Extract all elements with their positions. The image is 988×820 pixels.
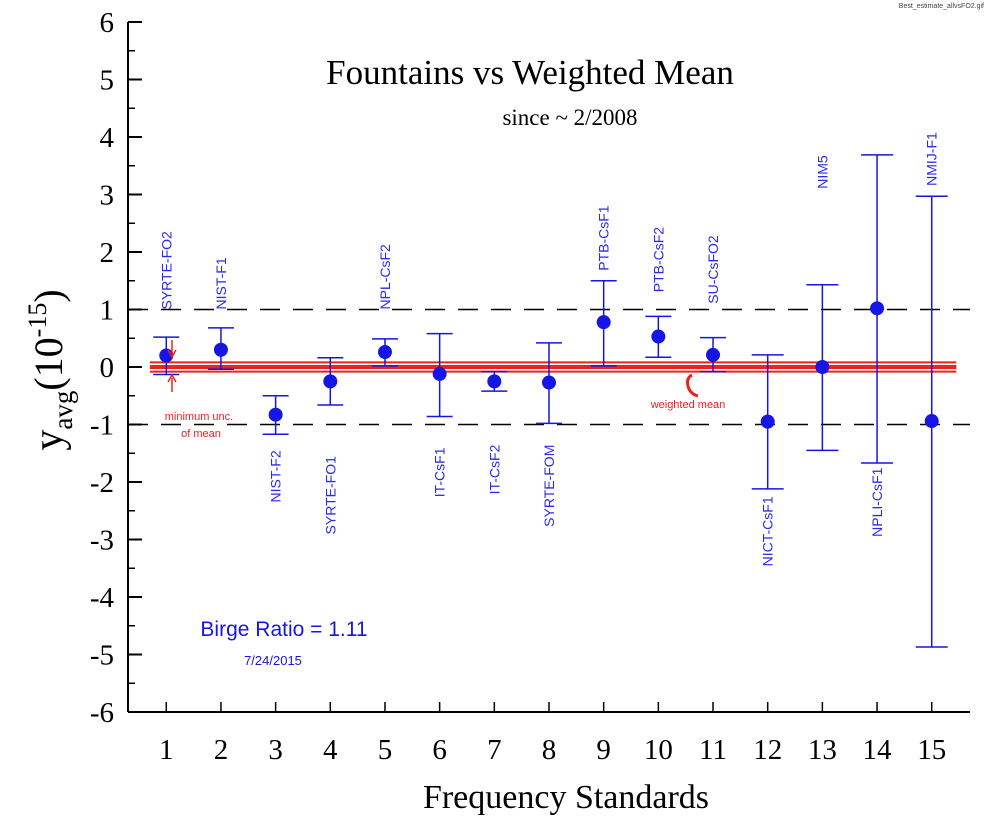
point-label: IT-CsF2 — [486, 444, 502, 494]
point-label: NIST-F1 — [213, 257, 229, 309]
y-ticks: 6 5 4 3 2 1 0 -1 -2 -3 -4 -5 -6 — [90, 7, 142, 729]
x-tick-label: 11 — [699, 734, 727, 766]
birge-ratio: Birge Ratio = 1.11 — [200, 618, 367, 641]
min-unc-arrowhead-up — [167, 373, 177, 383]
point-label: NIM5 — [814, 155, 830, 189]
data-point — [651, 329, 666, 344]
x-tick-label: 7 — [487, 734, 502, 766]
x-tick-label: 4 — [323, 734, 338, 766]
chart-title: Fountains vs Weighted Mean — [326, 53, 734, 92]
min-unc-annotation: minimum unc. of mean — [165, 340, 233, 440]
data-point — [760, 414, 775, 429]
y-axis-label-exp: -15 — [23, 303, 52, 338]
point-label: SYRTE-FO1 — [322, 456, 338, 535]
y-axis-label-sub: avg — [48, 391, 78, 430]
weighted-mean-annotation: weighted mean — [650, 373, 726, 411]
point-label: PTB-CsF1 — [596, 205, 612, 271]
y-tick-label: -3 — [90, 525, 114, 557]
x-tick-label: 2 — [214, 734, 229, 766]
y-tick-label: 3 — [100, 180, 115, 212]
data-point — [377, 345, 392, 360]
weighted-mean-band — [149, 361, 957, 373]
point-label: PTB-CsF2 — [650, 227, 666, 293]
x-tick-label: 9 — [596, 734, 611, 766]
y-tick-label: 0 — [100, 352, 115, 384]
y-tick-label: -2 — [90, 467, 114, 499]
point-label: NPL-CsF2 — [377, 244, 393, 310]
point-label: SYRTE-FOM — [541, 445, 557, 527]
data-point — [815, 360, 830, 374]
chart-subtitle: since ~ 2/2008 — [502, 105, 637, 130]
data-point — [706, 347, 721, 362]
reference-lines — [128, 308, 970, 426]
date-label: 7/24/2015 — [244, 653, 302, 668]
y-tick-label: -1 — [90, 410, 114, 442]
data-point — [870, 301, 885, 316]
data-point — [596, 315, 611, 330]
y-tick-label: 1 — [100, 295, 115, 327]
x-tick-label: 1 — [159, 734, 174, 766]
data-point — [432, 366, 447, 381]
point-labels: SYRTE-FO2 NIST-F1 NIST-F2 SYRTE-FO1 NPL-CsF2… — [158, 132, 939, 566]
point-label: SU-CsFO2 — [705, 235, 721, 304]
y-axis-label-unit: (10 — [26, 337, 71, 390]
min-unc-text-2: of mean — [181, 428, 221, 440]
point-label: IT-CsF1 — [432, 447, 448, 497]
point-label: SYRTE-FO2 — [158, 231, 174, 310]
data-point — [542, 375, 556, 390]
y-tick-label: 2 — [100, 237, 115, 269]
point-label: NIST-F2 — [268, 450, 284, 502]
x-ticks: 1 2 3 4 5 6 7 8 9 10 11 12 13 14 15 — [159, 702, 946, 766]
data-point — [268, 407, 283, 422]
y-axis-label-main: y — [26, 430, 72, 451]
x-tick-label: 3 — [268, 734, 283, 766]
data-point — [487, 374, 502, 389]
y-tick-label: 5 — [100, 65, 115, 97]
y-tick-label: 4 — [100, 122, 115, 154]
weighted-mean-label: weighted mean — [650, 399, 726, 411]
data-point — [924, 414, 939, 429]
y-tick-label: -6 — [90, 697, 114, 729]
data-points — [159, 301, 939, 429]
point-label: NPLI-CsF1 — [869, 467, 885, 536]
x-tick-label: 6 — [432, 734, 447, 766]
point-label: NICT-CsF1 — [760, 496, 776, 566]
y-axis-label: yavg(10-15) — [23, 289, 78, 450]
x-tick-label: 5 — [378, 734, 393, 766]
point-label: NMIJ-F1 — [924, 132, 940, 186]
weighted-mean-brace — [686, 373, 699, 398]
y-tick-label: -5 — [90, 640, 114, 672]
x-tick-label: 15 — [917, 734, 946, 766]
x-tick-label: 13 — [808, 734, 837, 766]
y-tick-label: 6 — [100, 7, 115, 39]
min-unc-text-1: minimum unc. — [165, 411, 233, 423]
x-tick-label: 10 — [644, 734, 673, 766]
x-tick-label: 12 — [753, 734, 782, 766]
x-tick-label: 8 — [542, 734, 557, 766]
min-unc-arrowhead-down — [167, 349, 177, 359]
error-bars — [153, 154, 948, 648]
data-point — [323, 374, 338, 389]
y-axis-label-close: ) — [26, 289, 71, 302]
data-point — [213, 342, 228, 357]
x-axis-label: Frequency Standards — [423, 779, 709, 816]
file-tag: Best_estimate_allvsFO2.gif — [899, 3, 984, 10]
x-tick-label: 14 — [863, 734, 893, 766]
y-tick-label: -4 — [90, 582, 115, 614]
